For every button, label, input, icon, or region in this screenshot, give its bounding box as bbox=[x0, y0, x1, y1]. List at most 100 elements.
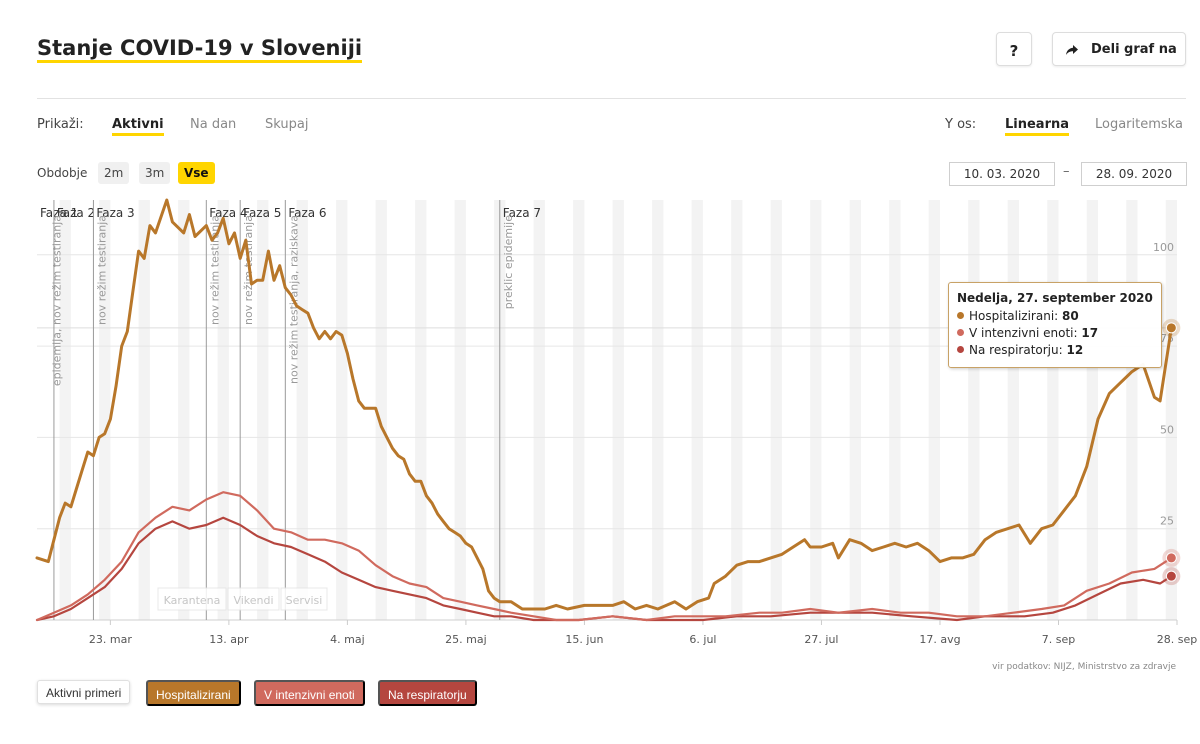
x-tick-label: 15. jun bbox=[565, 633, 603, 646]
weekend-stripe bbox=[178, 200, 190, 620]
hover-point bbox=[1165, 570, 1177, 582]
weekend-stripe bbox=[810, 200, 822, 620]
share-arrow-icon bbox=[1066, 45, 1078, 55]
period-vse-button[interactable]: Vse bbox=[178, 162, 215, 184]
legend-aktivni-primeri[interactable]: Aktivni primeri bbox=[37, 680, 131, 704]
x-tick-label: 13. apr bbox=[209, 633, 249, 646]
phase-label: Faza 7 bbox=[503, 206, 541, 220]
weekend-stripe bbox=[257, 200, 269, 620]
marking-toggle-box[interactable] bbox=[157, 587, 227, 611]
help-button[interactable]: ? bbox=[996, 32, 1032, 66]
tooltip-row-hospitalizirani: Hospitalizirani: 80 bbox=[957, 309, 1079, 323]
date-to-input[interactable]: 28. 09. 2020 bbox=[1081, 162, 1187, 186]
event-label: epidemija, nov režim testiranja bbox=[50, 215, 63, 386]
x-tick-label: 17. avg bbox=[919, 633, 960, 646]
chart-tooltip: Nedelja, 27. september 2020 Hospitalizir… bbox=[948, 282, 1162, 368]
show-option-na-dan[interactable]: Na dan bbox=[190, 117, 237, 132]
event-label: preklic epidemije bbox=[502, 215, 515, 309]
weekend-stripe bbox=[454, 200, 466, 620]
series-line-v-intenzivni-enoti bbox=[35, 491, 1173, 622]
weekend-stripe bbox=[612, 200, 624, 620]
marking-toggle-box[interactable] bbox=[227, 587, 280, 611]
x-tick-label: 25. maj bbox=[445, 633, 487, 646]
series-line-hospitalizirani bbox=[35, 198, 1173, 611]
date-separator: – bbox=[1063, 164, 1070, 179]
tooltip-value: 17 bbox=[1081, 326, 1099, 340]
weekend-stripe bbox=[889, 200, 901, 620]
weekend-stripe bbox=[99, 200, 111, 620]
page-title: Stanje COVID-19 v Sloveniji bbox=[37, 36, 363, 63]
x-tick-label: 28. sep bbox=[1157, 633, 1197, 646]
x-tick-label: 7. sep bbox=[1042, 633, 1075, 646]
weekend-stripe bbox=[968, 200, 980, 620]
tooltip-row-intenzivna: V intenzivni enoti: 17 bbox=[957, 326, 1098, 340]
weekend-stripe bbox=[849, 200, 861, 620]
tooltip-dot-icon bbox=[957, 312, 964, 319]
x-tick-label: 6. jul bbox=[689, 633, 716, 646]
tooltip-label: Na respiratorju: bbox=[969, 343, 1067, 357]
y-tick-label: 50 bbox=[1160, 423, 1174, 436]
x-tick-label: 27. jul bbox=[804, 633, 838, 646]
marking-toggle-label[interactable]: Vikendi bbox=[233, 594, 273, 607]
weekend-stripe bbox=[1165, 200, 1177, 620]
weekend-stripe bbox=[573, 200, 585, 620]
legend-hospitalizirani[interactable]: Hospitalizirani bbox=[146, 680, 241, 706]
show-option-aktivni[interactable]: Aktivni bbox=[112, 117, 164, 136]
weekend-stripe bbox=[415, 200, 427, 620]
period-label: Obdobje bbox=[37, 166, 88, 180]
phase-label: Faza 2 bbox=[57, 206, 95, 220]
share-button[interactable]: Deli graf na bbox=[1052, 32, 1186, 66]
phase-label: Faza 3 bbox=[96, 206, 134, 220]
weekend-stripe bbox=[336, 200, 348, 620]
weekend-stripe bbox=[928, 200, 940, 620]
weekend-stripe bbox=[59, 200, 71, 620]
x-tick-label: 4. maj bbox=[330, 633, 365, 646]
tooltip-dot-icon bbox=[957, 346, 964, 353]
legend-v-intenzivni-enoti[interactable]: V intenzivni enoti bbox=[254, 680, 365, 706]
weekend-stripe bbox=[1126, 200, 1138, 620]
marking-toggle-label[interactable]: Servisi bbox=[286, 594, 323, 607]
tooltip-label: V intenzivni enoti: bbox=[969, 326, 1082, 340]
hover-point bbox=[1165, 322, 1177, 334]
yaxis-option-logaritemska[interactable]: Logaritemska bbox=[1095, 117, 1183, 132]
event-label: nov režim testiranja bbox=[208, 215, 221, 325]
tooltip-title: Nedelja, 27. september 2020 bbox=[957, 291, 1153, 305]
marking-toggle-box[interactable] bbox=[280, 587, 328, 611]
phase-label: Faza 1 bbox=[40, 206, 78, 220]
y-tick-label: 100 bbox=[1153, 241, 1174, 254]
show-option-skupaj[interactable]: Skupaj bbox=[265, 117, 309, 132]
period-2m-button[interactable]: 2m bbox=[98, 162, 130, 184]
tooltip-label: Hospitalizirani: bbox=[969, 309, 1063, 323]
date-from-input[interactable]: 10. 03. 2020 bbox=[949, 162, 1055, 186]
tooltip-row-respirator: Na respiratorju: 12 bbox=[957, 343, 1083, 357]
tooltip-dot-icon bbox=[957, 329, 964, 336]
weekend-stripe bbox=[138, 200, 150, 620]
phase-label: Faza 6 bbox=[288, 206, 326, 220]
period-3m-button[interactable]: 3m bbox=[139, 162, 171, 184]
header-divider bbox=[37, 98, 1186, 99]
marking-toggle-label[interactable]: Karantena bbox=[164, 594, 221, 607]
weekend-stripe bbox=[296, 200, 308, 620]
weekend-stripe bbox=[217, 200, 229, 620]
legend-na-respiratorju[interactable]: Na respiratorju bbox=[378, 680, 477, 706]
yaxis-option-linearna[interactable]: Linearna bbox=[1005, 117, 1070, 136]
weekend-stripe bbox=[770, 200, 782, 620]
weekend-stripe bbox=[1047, 200, 1059, 620]
weekend-stripe bbox=[1007, 200, 1019, 620]
weekend-stripe bbox=[652, 200, 664, 620]
data-source: vir podatkov: NIJZ, Ministrstvo za zdrav… bbox=[992, 662, 1176, 672]
weekend-stripe bbox=[375, 200, 387, 620]
tooltip-value: 12 bbox=[1066, 343, 1084, 357]
phase-label: Faza 5 bbox=[243, 206, 281, 220]
hover-point bbox=[1165, 552, 1177, 564]
y-tick-label: 25 bbox=[1160, 515, 1174, 528]
weekend-stripe bbox=[731, 200, 743, 620]
weekend-stripe bbox=[691, 200, 703, 620]
weekend-stripe bbox=[533, 200, 545, 620]
tooltip-value: 80 bbox=[1062, 309, 1079, 323]
weekend-stripe bbox=[1086, 200, 1098, 620]
phase-label: Faza 4 bbox=[209, 206, 247, 220]
yaxis-label: Y os: bbox=[945, 117, 977, 132]
event-label: nov režim testiranja bbox=[95, 215, 108, 325]
